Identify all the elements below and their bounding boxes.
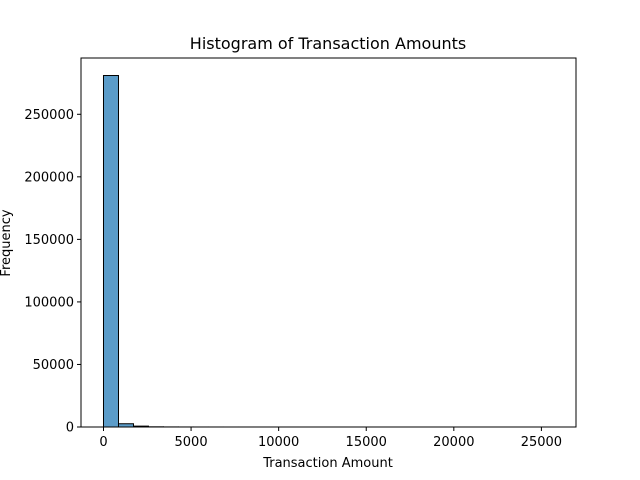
y-tick-label: 50000 xyxy=(33,358,74,373)
histogram-bar xyxy=(102,75,119,428)
x-tick-label: 5000 xyxy=(175,435,208,450)
x-axis-label: Transaction Amount xyxy=(262,456,393,471)
x-tick-label: 25000 xyxy=(521,435,562,450)
chart-title: Histogram of Transaction Amounts xyxy=(190,34,466,53)
y-axis-ticks: 0 50000 100000 150000 200000 250000 xyxy=(24,108,81,436)
x-tick-label: 10000 xyxy=(258,435,299,450)
x-tick-label: 15000 xyxy=(346,435,387,450)
x-tick-label: 20000 xyxy=(433,435,474,450)
y-tick-label: 100000 xyxy=(24,295,74,310)
y-tick-label: 150000 xyxy=(24,233,74,248)
y-tick-label: 250000 xyxy=(24,108,74,123)
plot-frame xyxy=(80,57,577,428)
x-tick-label: 0 xyxy=(99,435,107,450)
y-axis-label: Frequency xyxy=(0,209,14,276)
x-axis-ticks: 0 5000 10000 15000 20000 25000 xyxy=(99,427,562,450)
y-tick-label: 0 xyxy=(66,421,74,436)
y-tick-label: 200000 xyxy=(24,170,74,185)
bars-group xyxy=(102,75,555,428)
